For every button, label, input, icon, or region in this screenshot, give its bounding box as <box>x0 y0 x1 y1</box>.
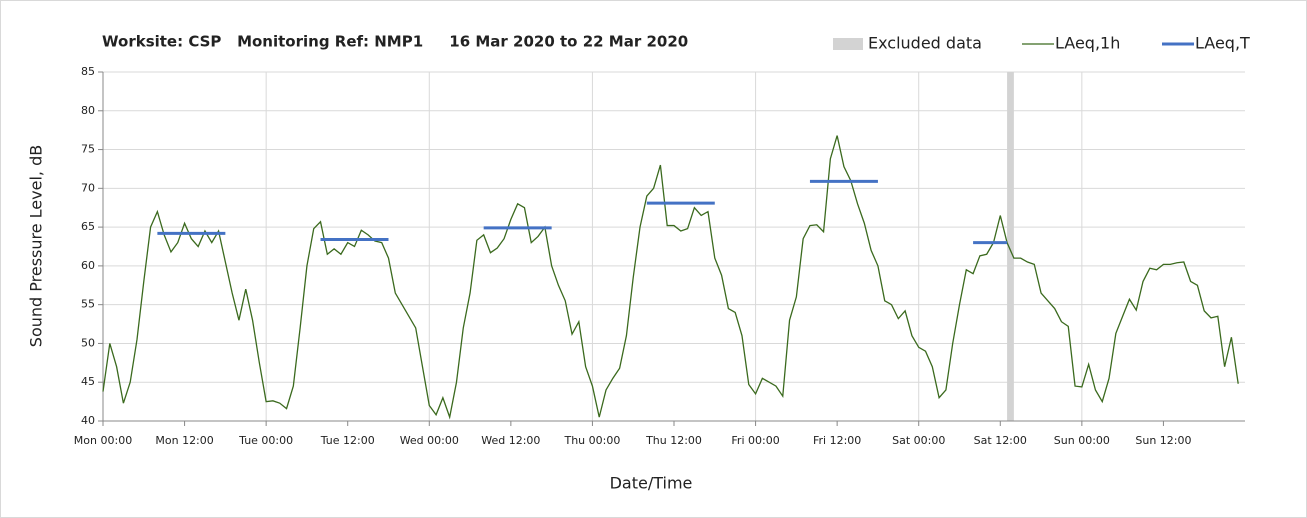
x-tick-label: Wed 12:00 <box>481 434 540 447</box>
y-tick-label: 55 <box>81 298 95 311</box>
y-tick-label: 40 <box>81 414 95 427</box>
x-tick-label: Tue 00:00 <box>238 434 293 447</box>
x-tick-label: Sun 00:00 <box>1054 434 1110 447</box>
legend-swatch <box>833 38 863 50</box>
y-tick-label: 65 <box>81 220 95 233</box>
y-tick-label: 75 <box>81 143 95 156</box>
y-tick-label: 50 <box>81 336 95 349</box>
legend-label: LAeq,1h <box>1055 34 1120 53</box>
x-axis-title: Date/Time <box>610 474 693 493</box>
x-tick-label: Sat 12:00 <box>974 434 1027 447</box>
y-axis-title: Sound Pressure Level, dB <box>27 145 46 347</box>
y-tick-label: 85 <box>81 65 95 78</box>
y-tick-label: 60 <box>81 259 95 272</box>
x-tick-label: Thu 00:00 <box>563 434 620 447</box>
line-series <box>102 135 1239 420</box>
x-tick-label: Fri 00:00 <box>731 434 779 447</box>
legend-label: Excluded data <box>868 34 982 53</box>
x-tick-label: Tue 12:00 <box>320 434 375 447</box>
chart-title: Worksite: CSP Monitoring Ref: NMP1 16 Ma… <box>102 33 688 51</box>
x-tick-label: Thu 12:00 <box>645 434 702 447</box>
x-tick-label: Sun 12:00 <box>1135 434 1191 447</box>
y-tick-label: 45 <box>81 375 95 388</box>
x-tick-label: Fri 12:00 <box>813 434 861 447</box>
x-tick-label: Sat 00:00 <box>892 434 945 447</box>
x-tick-label: Mon 00:00 <box>74 434 132 447</box>
legend-label: LAeq,T <box>1195 34 1250 53</box>
x-tick-label: Mon 12:00 <box>155 434 213 447</box>
excluded-band <box>1007 72 1014 421</box>
y-tick-label: 70 <box>81 181 95 194</box>
x-tick-label: Wed 00:00 <box>400 434 459 447</box>
y-tick-label: 80 <box>81 104 95 117</box>
